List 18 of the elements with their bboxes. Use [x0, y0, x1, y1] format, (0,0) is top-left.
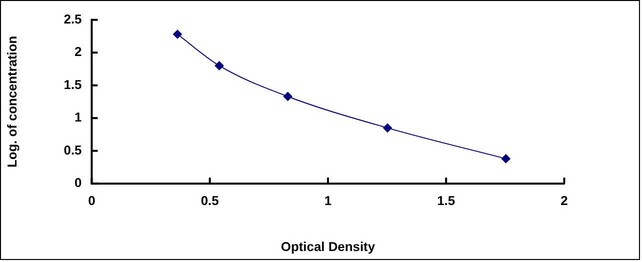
x-tick-label: 1	[324, 192, 332, 208]
point	[214, 61, 224, 70]
y-tick-label: 0	[74, 175, 82, 190]
x-tick-label: 2	[560, 192, 568, 208]
x-tick-label: 1.5	[437, 192, 456, 208]
y-tick-label: 1	[74, 110, 82, 125]
y-tick-label: 1.5	[64, 76, 82, 92]
x-tick-label: 0	[88, 192, 96, 208]
point	[283, 92, 292, 101]
point	[383, 123, 392, 132]
x-tick-label: 0.5	[200, 192, 219, 208]
y-axis-title: Log. of concentration	[4, 36, 20, 168]
y-tick-label: 0.5	[64, 142, 82, 158]
x-axis-title: Optical Density	[280, 238, 376, 254]
point	[501, 154, 510, 164]
y-tick-label: 2.5	[64, 11, 82, 26]
y-tick-label: 2	[74, 44, 82, 60]
point	[172, 30, 182, 39]
